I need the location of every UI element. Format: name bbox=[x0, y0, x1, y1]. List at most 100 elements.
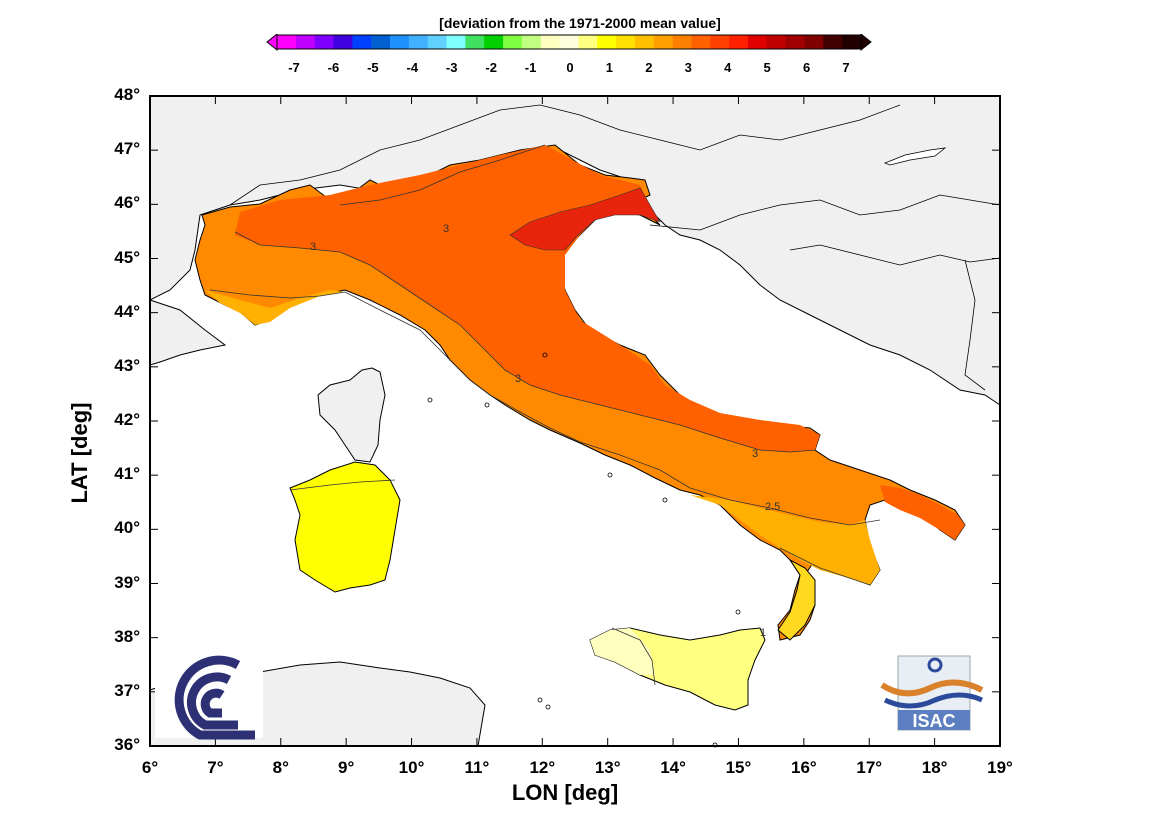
contour-label: 2.5 bbox=[765, 501, 780, 513]
zone-light-orange bbox=[690, 495, 880, 585]
colorbar-tick-label: 0 bbox=[566, 60, 574, 75]
colorbar-cell bbox=[446, 35, 466, 49]
colorbar bbox=[266, 34, 872, 52]
lon-tick-label: 18° bbox=[921, 758, 948, 777]
colorbar-cell bbox=[653, 35, 674, 49]
colorbar-cell bbox=[672, 35, 692, 49]
contour-label: 3 bbox=[752, 448, 758, 460]
colorbar-cell bbox=[295, 35, 316, 49]
y-axis-label: LAT [deg] bbox=[67, 402, 92, 504]
colorbar-tick-label: 6 bbox=[802, 60, 811, 75]
zone-salento bbox=[880, 485, 965, 540]
zone-red-orange bbox=[235, 145, 820, 452]
zone-liguria bbox=[205, 290, 345, 325]
colorbar-cell bbox=[371, 35, 391, 49]
colorbar-cell bbox=[634, 35, 655, 49]
colorbar-cell bbox=[578, 35, 598, 49]
lon-tick-label: 8° bbox=[272, 758, 289, 777]
lat-tick-label: 42° bbox=[114, 410, 140, 429]
contour-label: 1 bbox=[760, 627, 766, 639]
lon-tick-label: 19° bbox=[987, 758, 1013, 777]
lat-tick-label: 38° bbox=[114, 626, 140, 646]
balkan-border-2 bbox=[789, 244, 1001, 266]
colorbar-cell bbox=[390, 35, 410, 49]
colorbar-cell bbox=[484, 35, 504, 49]
colorbar-tick-label: -3 bbox=[445, 60, 458, 75]
colorbar-tick-label: -7 bbox=[288, 60, 300, 75]
lat-tick-label: 36° bbox=[114, 735, 140, 754]
lon-tick-label: 13° bbox=[594, 758, 621, 777]
colorbar-cell bbox=[691, 35, 711, 49]
colorbar-cell bbox=[804, 35, 824, 49]
colorbar-cell bbox=[521, 35, 542, 49]
lat-tick-label: 46° bbox=[114, 193, 140, 213]
colorbar-cell bbox=[747, 35, 768, 49]
colorbar-cell bbox=[333, 35, 353, 49]
calabria-outline bbox=[777, 559, 816, 641]
contour-line-1 bbox=[234, 231, 816, 453]
lat-tick-label: 43° bbox=[114, 355, 140, 375]
colorbar-tick-label: 5 bbox=[763, 60, 771, 75]
lon-tick-label: 17° bbox=[856, 758, 883, 777]
colorbar-cell bbox=[314, 35, 335, 49]
lat-tick-label: 37° bbox=[114, 680, 140, 700]
isac-logo: ISAC bbox=[880, 655, 984, 731]
lat-tick-label: 47° bbox=[114, 139, 140, 159]
lon-tick-label: 7° bbox=[207, 758, 224, 777]
colorbar-cell bbox=[559, 35, 579, 49]
colorbar-cell bbox=[785, 35, 805, 49]
zone-deep-red bbox=[509, 187, 661, 251]
contour-line-6 bbox=[339, 144, 546, 206]
lat-tick-label: 48° bbox=[114, 85, 140, 104]
colorbar-cell bbox=[729, 35, 749, 49]
colorbar-tick-label: 7 bbox=[842, 60, 850, 75]
colorbar-cell bbox=[277, 35, 297, 49]
contour-line-3 bbox=[779, 547, 871, 586]
colorbar-cell bbox=[427, 35, 448, 49]
colorbar-tick-label: 2 bbox=[645, 60, 653, 75]
colorbar-tick-label: 4 bbox=[724, 60, 732, 75]
lake-balaton bbox=[883, 147, 947, 166]
lon-tick-label: 9° bbox=[338, 758, 355, 777]
lon-tick-label: 16° bbox=[790, 758, 817, 777]
x-axis-label: LON [deg] bbox=[511, 780, 619, 805]
contour-label: 3 bbox=[310, 241, 316, 253]
lat-tick-label: 41° bbox=[114, 464, 140, 484]
lon-tick-label: 6° bbox=[141, 758, 159, 777]
colorbar-cell bbox=[540, 35, 561, 49]
colorbar-tick-label: -6 bbox=[327, 60, 340, 75]
lat-tick-label: 39° bbox=[114, 572, 140, 592]
isac-logo-text: ISAC bbox=[912, 711, 955, 731]
lon-tick-label: 10° bbox=[398, 758, 425, 777]
sardinia bbox=[289, 461, 401, 593]
colorbar-cell bbox=[710, 35, 730, 49]
colorbar-cell bbox=[465, 35, 485, 49]
colorbar-tick-label: -1 bbox=[524, 60, 537, 75]
contour-line-5 bbox=[289, 479, 396, 491]
lon-tick-label: 15° bbox=[725, 758, 752, 777]
colorbar-tick-label: 3 bbox=[684, 60, 692, 75]
lat-tick-label: 45° bbox=[114, 247, 140, 267]
colorbar-cell bbox=[616, 35, 636, 49]
colorbar-cell bbox=[352, 35, 372, 49]
colorbar-tick-label: -2 bbox=[485, 60, 497, 75]
contour-line-4 bbox=[611, 627, 656, 686]
colorbar-cell bbox=[597, 35, 617, 49]
zone-calabria bbox=[778, 560, 815, 640]
colorbar-title: [deviation from the 1971-2000 mean value… bbox=[439, 15, 721, 31]
lon-tick-label: 11° bbox=[464, 758, 490, 777]
balkan-border bbox=[649, 194, 1001, 231]
colorbar-cell bbox=[823, 35, 843, 49]
contour-line-2 bbox=[209, 289, 881, 526]
balkan-border-3 bbox=[964, 259, 986, 391]
lat-tick-label: 40° bbox=[114, 518, 140, 538]
colorbar-cell bbox=[408, 35, 429, 49]
colorbar-cell bbox=[766, 35, 787, 49]
colorbar-tick-label: -5 bbox=[367, 60, 379, 75]
lon-tick-label: 12° bbox=[529, 758, 556, 777]
colorbar-cell bbox=[503, 35, 523, 49]
cnr-logo bbox=[155, 650, 263, 740]
lat-tick-label: 44° bbox=[114, 301, 140, 321]
